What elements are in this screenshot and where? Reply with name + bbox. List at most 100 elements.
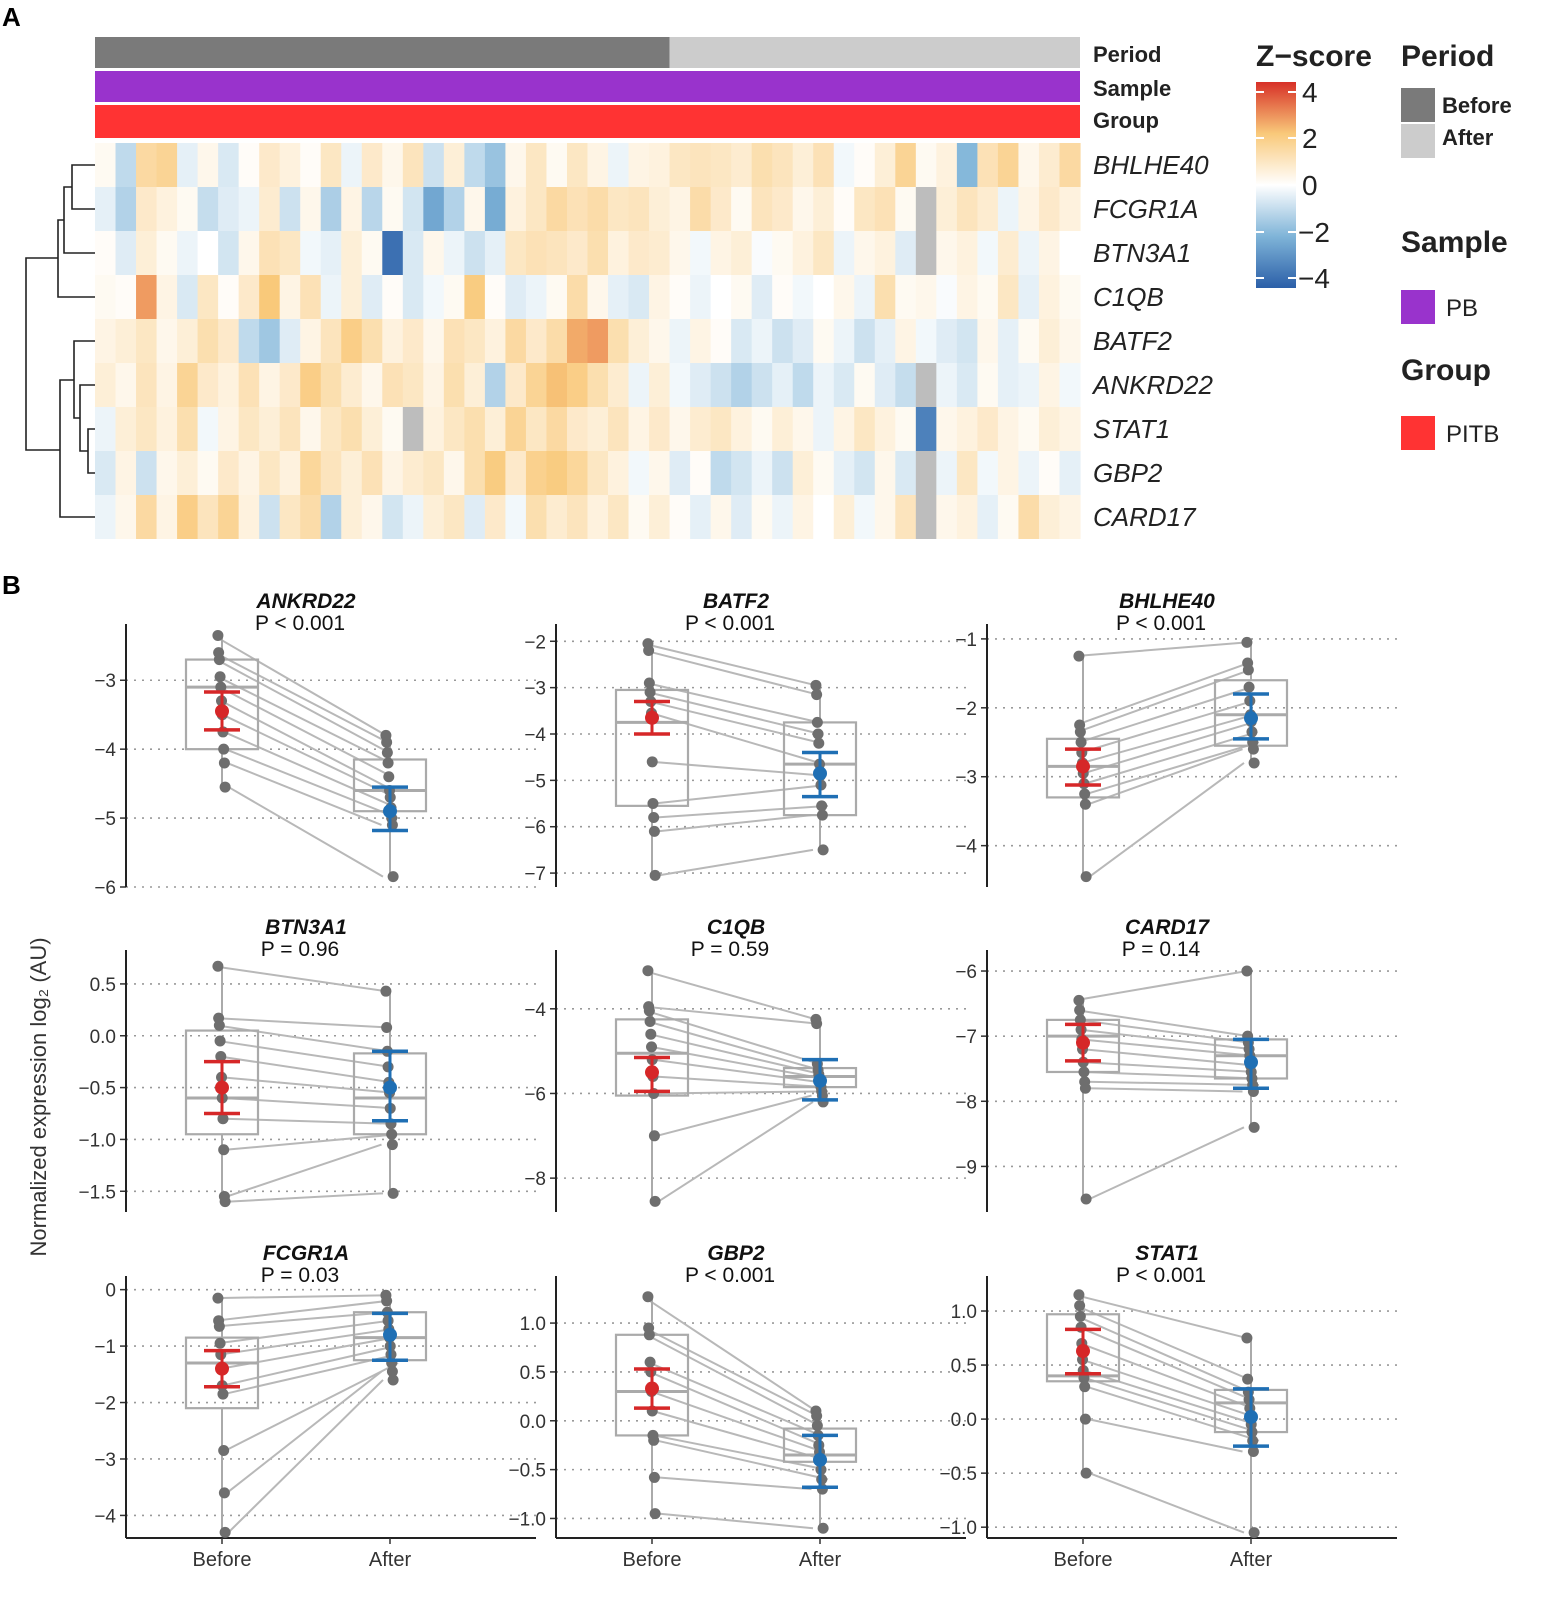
heatmap-cell: [505, 407, 527, 451]
data-point: [817, 844, 829, 856]
y-tick-label: 1.0: [951, 1302, 977, 1323]
heatmap-cell: [936, 275, 958, 319]
heatmap-cell: [546, 495, 568, 539]
paired-line: [226, 1370, 383, 1494]
mean-point: [1076, 1035, 1090, 1050]
heatmap-cell: [136, 275, 158, 319]
facet-pvalue: P = 0.03: [261, 1264, 339, 1287]
y-tick-label: −4: [524, 1000, 546, 1021]
heatmap-cell: [751, 275, 773, 319]
y-tick-label: −4: [94, 740, 116, 761]
heatmap-cell: [484, 231, 507, 275]
data-point: [1247, 743, 1259, 755]
heatmap-cell: [608, 231, 630, 275]
heatmap-cell: [854, 319, 876, 363]
paired-line: [217, 675, 391, 764]
heatmap-cell: [525, 187, 548, 231]
heatmap-cell: [464, 363, 486, 407]
paired-line: [222, 1345, 396, 1387]
heatmap-cell: [259, 495, 281, 539]
y-tick-label: −4: [94, 1506, 116, 1527]
heatmap-cell: [95, 319, 117, 363]
mean-point: [1244, 1055, 1258, 1070]
heatmap-cell: [997, 363, 1020, 407]
paired-line: [226, 762, 382, 826]
paired-line: [222, 713, 396, 799]
heatmap-cell: [156, 451, 178, 495]
heatmap-cell: [710, 363, 732, 407]
heatmap-cell: [484, 495, 507, 539]
paired-line: [1087, 1087, 1243, 1093]
heatmap-cell: [238, 187, 260, 231]
heatmap-cell: [936, 143, 958, 187]
y-tick-label: −1.0: [508, 1509, 546, 1530]
paired-line: [647, 1020, 821, 1072]
heatmap-cell: [177, 143, 199, 187]
data-point: [381, 1021, 393, 1033]
heatmap-cell: [259, 275, 281, 319]
gene-label-gbp2: GBP2: [1093, 458, 1163, 488]
gene-label-c1qb: C1QB: [1093, 282, 1164, 312]
heatmap-cell: [956, 407, 978, 451]
x-category-label: Before: [1054, 1549, 1113, 1571]
heatmap-cell: [792, 231, 814, 275]
heatmap-cell: [731, 319, 753, 363]
data-point: [648, 1471, 660, 1483]
heatmap-cell: [833, 143, 855, 187]
heatmap-cell: [772, 495, 794, 539]
heatmap-cell: [649, 143, 671, 187]
data-point: [644, 1356, 656, 1368]
paired-line: [1075, 1304, 1249, 1381]
heatmap-cell: [1018, 231, 1040, 275]
heatmap-cell: [649, 495, 671, 539]
x-category-label: Before: [193, 1549, 252, 1571]
paired-line: [1080, 1038, 1254, 1057]
sample-legend-title: Sample: [1401, 226, 1508, 259]
data-point: [1073, 650, 1085, 662]
heatmap-cell: [341, 275, 363, 319]
heatmap-cell: [977, 275, 999, 319]
period-legend-title: Period: [1401, 40, 1494, 73]
heatmap-cell: [320, 187, 342, 231]
mean-point: [215, 704, 229, 719]
heatmap-cell: [710, 187, 732, 231]
heatmap-cell: [279, 495, 301, 539]
paired-line: [1074, 970, 1248, 1002]
heatmap-cell: [115, 363, 137, 407]
y-tick-label: −6: [94, 878, 116, 899]
y-tick-label: −0.5: [78, 1079, 116, 1100]
data-point: [812, 728, 824, 740]
heatmap-cell: [197, 495, 219, 539]
facet-title: GBP2: [707, 1242, 765, 1265]
heatmap-cell: [751, 231, 773, 275]
heatmap-cell: [1059, 187, 1081, 231]
data-point: [642, 965, 654, 977]
heatmap-cell: [423, 187, 445, 231]
heatmap-cell: [936, 231, 958, 275]
sample-pb-label: PB: [1446, 295, 1478, 322]
heatmap-cell: [546, 451, 568, 495]
data-point: [214, 671, 226, 683]
period-bar-after: [669, 37, 1080, 68]
mean-point: [645, 710, 659, 725]
paired-line: [216, 1311, 390, 1328]
heatmap-cell: [464, 275, 486, 319]
data-point: [382, 1061, 394, 1073]
heatmap-cell: [382, 407, 404, 451]
heatmap-cell: [361, 231, 383, 275]
heatmap-cell: [792, 143, 814, 187]
data-point: [1243, 681, 1255, 693]
mean-point: [1076, 1344, 1090, 1359]
heatmap-cell: [833, 275, 855, 319]
heatmap-cell: [341, 319, 363, 363]
data-point: [1073, 1289, 1085, 1301]
heatmap-cell: [156, 275, 178, 319]
paired-line: [1086, 741, 1260, 795]
data-point: [381, 747, 393, 759]
heatmap-cell: [792, 275, 814, 319]
mean-point: [1244, 711, 1258, 726]
